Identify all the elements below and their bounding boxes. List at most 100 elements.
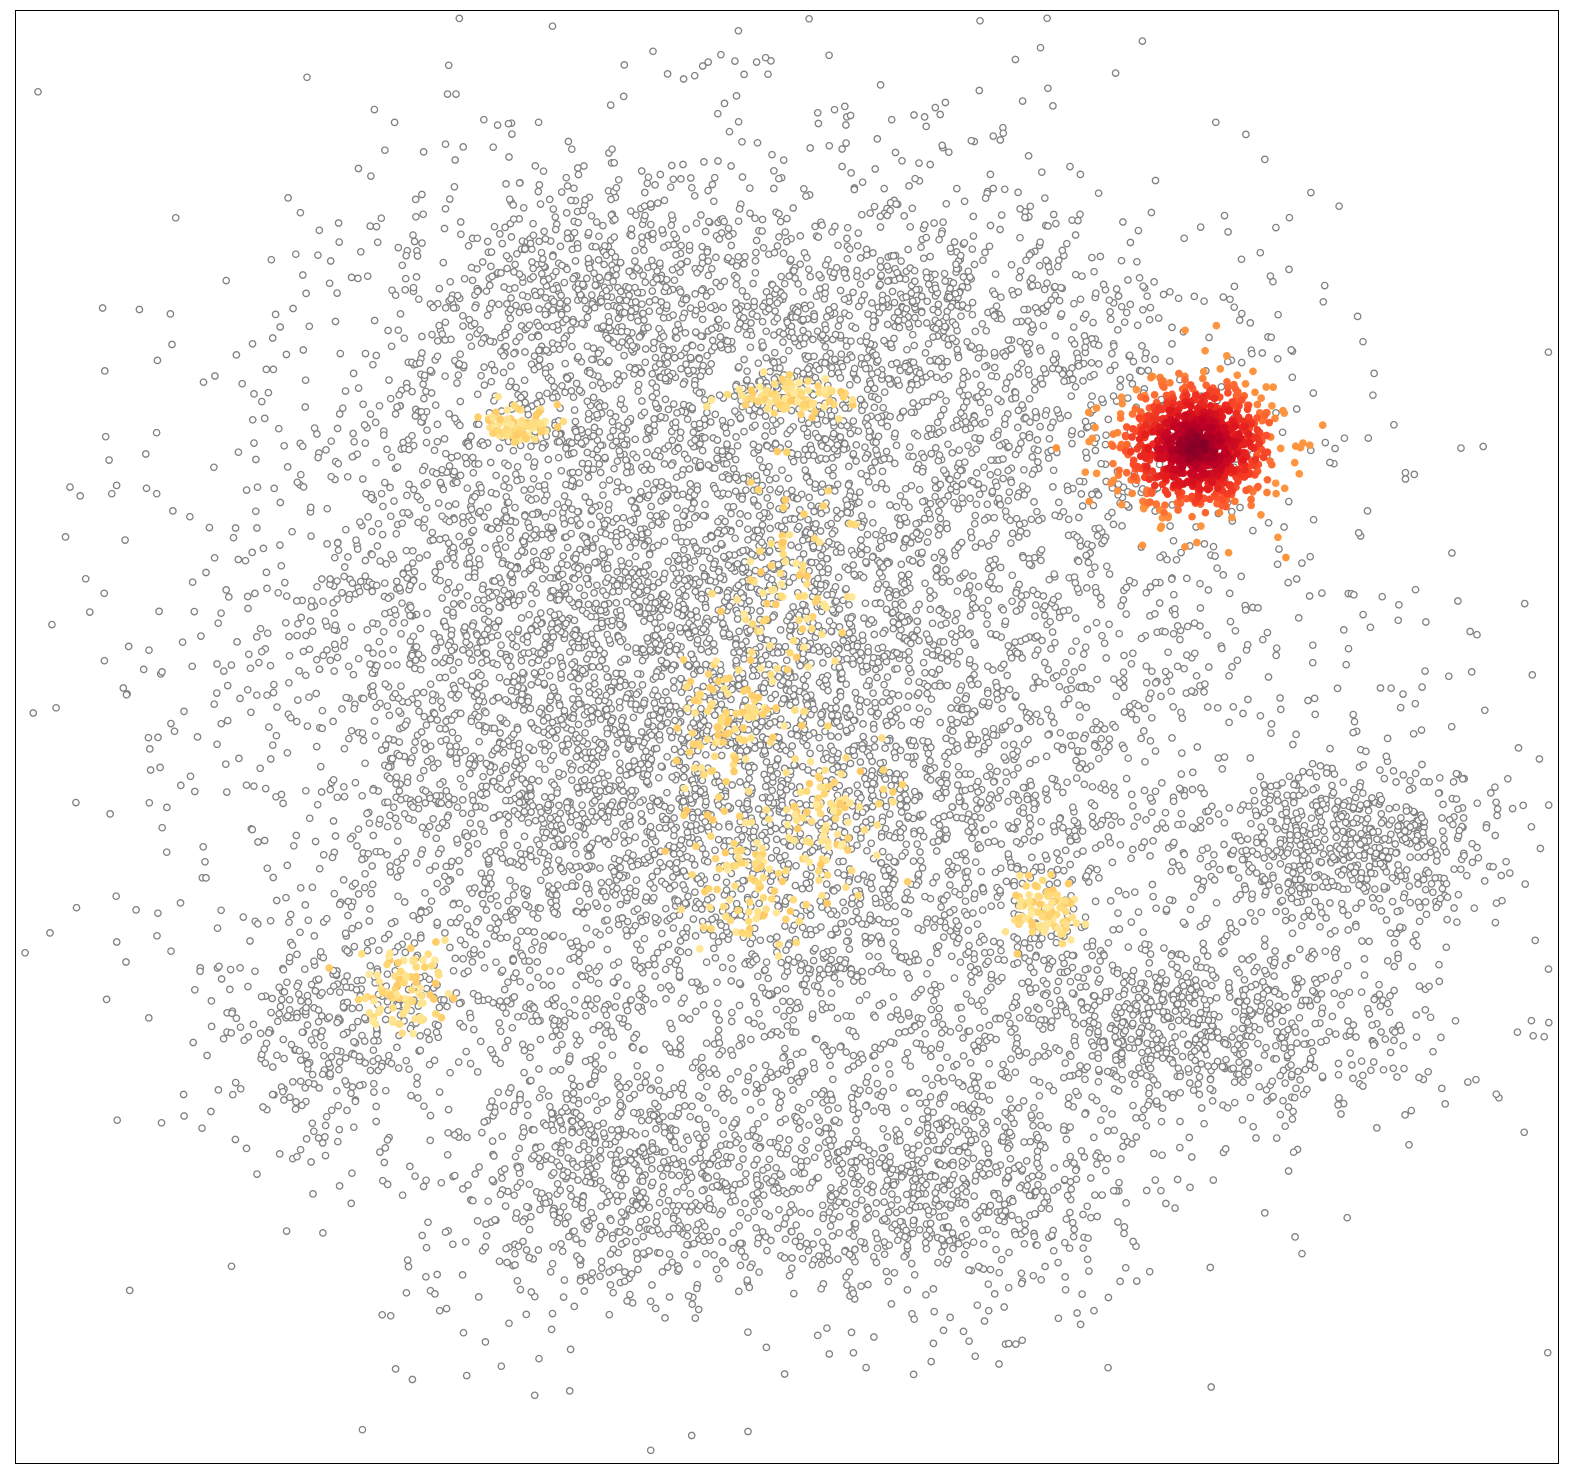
data-point	[779, 156, 788, 164]
data-point	[569, 1096, 578, 1104]
data-point	[1178, 714, 1187, 723]
data-point	[836, 1043, 845, 1051]
data-point	[1101, 786, 1110, 794]
data-point	[1256, 248, 1265, 257]
data-point	[968, 310, 977, 319]
data-point	[689, 915, 698, 923]
data-point	[1209, 542, 1218, 551]
data-point	[244, 982, 252, 991]
data-point	[943, 760, 952, 768]
data-point	[681, 899, 690, 907]
data-point	[21, 948, 29, 957]
data-point	[248, 548, 257, 557]
data-point	[455, 868, 464, 876]
data-point	[649, 999, 658, 1008]
data-point	[1032, 710, 1041, 719]
data-point	[348, 924, 356, 933]
data-point	[953, 781, 962, 789]
data-point	[1004, 641, 1013, 650]
data-point	[521, 754, 530, 762]
data-point	[469, 526, 478, 535]
data-point	[1088, 782, 1097, 791]
data-point	[1012, 691, 1020, 700]
data-point	[1203, 952, 1212, 960]
data-point	[1250, 796, 1259, 805]
data-point	[1543, 1348, 1552, 1357]
data-point	[630, 1034, 638, 1042]
data-point	[1120, 708, 1129, 716]
data-point	[948, 1146, 957, 1155]
data-point	[690, 71, 699, 80]
data-point	[584, 852, 592, 860]
data-point	[962, 911, 971, 919]
data-point	[186, 512, 194, 521]
data-point	[1070, 299, 1078, 308]
data-point	[1359, 337, 1367, 346]
data-point	[890, 459, 899, 468]
data-point	[986, 170, 995, 179]
data-point	[534, 678, 542, 686]
data-point	[1117, 1155, 1125, 1163]
data-point	[936, 917, 945, 926]
data-point	[282, 350, 291, 359]
data-point	[535, 759, 544, 768]
data-point	[876, 81, 885, 89]
data-point	[1409, 729, 1418, 738]
data-point	[884, 1060, 893, 1069]
data-point	[1157, 1186, 1165, 1195]
data-point	[783, 214, 791, 223]
data-point	[555, 801, 563, 810]
data-point	[813, 1331, 822, 1340]
data-point	[870, 403, 879, 412]
data-point	[526, 983, 535, 992]
data-point	[962, 589, 971, 598]
data-point	[52, 703, 60, 712]
data-point	[773, 986, 782, 995]
data-point	[545, 671, 554, 680]
data-point	[811, 222, 819, 231]
data-point	[688, 1300, 697, 1309]
data-point	[540, 679, 549, 688]
data-point	[1195, 1073, 1204, 1081]
data-point	[1071, 614, 1080, 622]
data-point	[620, 655, 629, 664]
data-point	[1061, 846, 1070, 855]
data-point	[727, 977, 736, 985]
data-point	[1157, 692, 1165, 701]
data-point	[844, 928, 853, 936]
data-point	[520, 832, 529, 841]
data-point	[1074, 513, 1083, 522]
data-point	[839, 636, 848, 645]
data-point	[624, 762, 633, 771]
data-point	[870, 735, 879, 744]
data-point	[497, 641, 505, 650]
data-point	[970, 638, 978, 647]
data-point	[753, 138, 762, 147]
data-point	[498, 966, 507, 975]
data-point	[1230, 282, 1239, 291]
data-point	[1014, 445, 1023, 454]
data-point	[1042, 752, 1051, 761]
data-point	[1018, 1336, 1027, 1345]
data-point	[285, 651, 294, 660]
data-point	[871, 665, 880, 674]
data-point	[454, 1058, 463, 1066]
data-point	[745, 774, 753, 783]
data-point	[766, 1068, 775, 1077]
data-point	[716, 333, 725, 341]
data-point	[1215, 865, 1224, 874]
data-point	[1035, 1005, 1043, 1013]
data-point	[954, 762, 963, 771]
data-point	[527, 680, 536, 689]
data-point	[699, 682, 708, 691]
data-point	[830, 887, 838, 895]
data-point	[640, 934, 649, 943]
data-point	[709, 931, 718, 940]
data-point	[896, 794, 904, 803]
data-point	[691, 888, 699, 897]
data-point	[477, 869, 486, 878]
data-point	[644, 961, 653, 969]
data-point	[1130, 1080, 1139, 1088]
data-point	[422, 503, 431, 512]
data-point	[705, 634, 714, 643]
